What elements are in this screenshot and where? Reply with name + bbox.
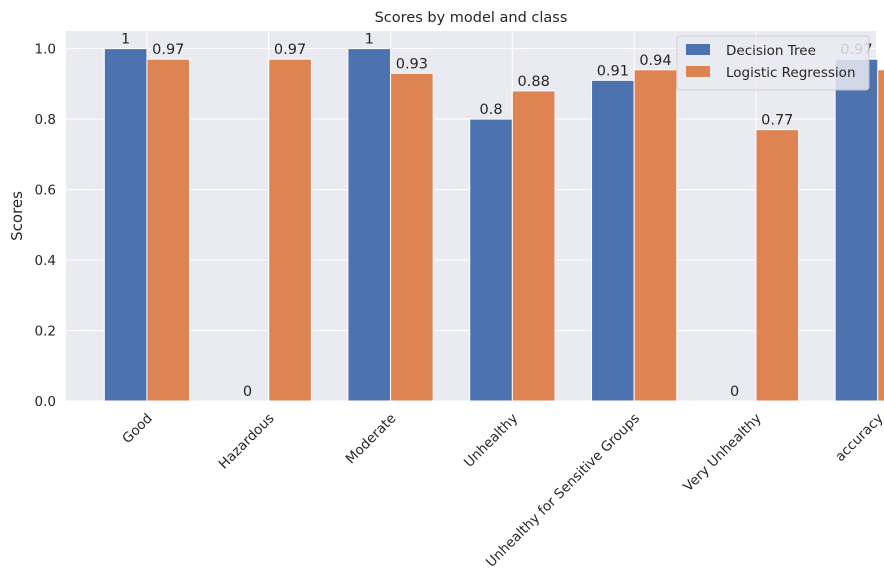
bar-label-logistic-regression-accuracy: 0.94	[883, 53, 884, 69]
bar-decision-tree-unhealthy-for-sensitive-groups	[591, 79, 635, 402]
y-tick-label: 0.6	[35, 183, 56, 199]
bar-label-logistic-regression-good: 0.97	[152, 42, 184, 58]
bar-label-logistic-regression-unhealthy: 0.88	[518, 74, 550, 90]
bar-decision-tree-moderate	[347, 48, 392, 402]
bar-label-logistic-regression-unhealthy-for-sensitive-groups: 0.94	[639, 53, 671, 69]
bar-decision-tree-good	[103, 48, 148, 402]
x-tick-label-moderate: Moderate	[343, 411, 400, 468]
bar-label-decision-tree-hazardous: 0	[243, 384, 252, 400]
y-tick-label: 0.8	[35, 112, 56, 128]
legend-box	[676, 35, 870, 91]
bar-label-logistic-regression-moderate: 0.93	[396, 56, 428, 72]
bar-logistic-regression-accuracy	[877, 69, 884, 402]
bar-label-decision-tree-good: 1	[121, 32, 130, 48]
x-tick-label-very-unhealthy: Very Unhealthy	[680, 411, 764, 495]
legend-swatch-logistic-regression	[686, 66, 710, 77]
y-tick-label: 0.4	[35, 253, 56, 269]
bar-logistic-regression-very-unhealthy	[755, 129, 800, 402]
legend-label-decision-tree: Decision Tree	[726, 43, 816, 59]
bar-label-logistic-regression-very-unhealthy: 0.77	[761, 113, 793, 129]
y-tick-label: 0.0	[35, 394, 56, 410]
legend-label-logistic-regression: Logistic Regression	[726, 65, 856, 81]
x-tick-label-good: Good	[119, 411, 155, 447]
bar-label-decision-tree-very-unhealthy: 0	[730, 384, 739, 400]
bars	[103, 48, 884, 402]
bar-logistic-regression-unhealthy-for-sensitive-groups	[633, 69, 678, 402]
x-tick-label-hazardous: Hazardous	[216, 411, 278, 473]
bar-logistic-regression-good	[146, 58, 191, 402]
y-axis: 0.0 0.2 0.4 0.6 0.8 1.0	[35, 42, 56, 410]
y-tick-label: 1.0	[35, 42, 56, 58]
x-tick-label-unhealthy: Unhealthy	[461, 411, 521, 471]
bar-logistic-regression-unhealthy	[511, 90, 556, 402]
x-tick-label-accuracy: accuracy	[832, 411, 884, 465]
bar-logistic-regression-moderate	[390, 72, 434, 402]
y-axis-label: Scores	[8, 191, 26, 241]
bar-decision-tree-accuracy	[834, 58, 879, 402]
bar-label-decision-tree-moderate: 1	[365, 32, 374, 48]
chart-title: Scores by model and class	[375, 10, 568, 26]
legend-swatch-decision-tree	[686, 44, 710, 55]
bar-label-logistic-regression-hazardous: 0.97	[274, 42, 306, 58]
legend: Decision Tree Logistic Regression	[676, 35, 870, 91]
x-axis: Good Hazardous Moderate UnhealthyUnhealthy …	[119, 411, 884, 571]
bar-decision-tree-unhealthy	[469, 118, 513, 402]
bar-label-decision-tree-unhealthy: 0.8	[480, 102, 503, 118]
y-tick-label: 0.2	[35, 324, 56, 340]
bar-logistic-regression-hazardous	[268, 58, 312, 402]
bar-label-decision-tree-unhealthy-for-sensitive-groups: 0.91	[597, 63, 629, 79]
